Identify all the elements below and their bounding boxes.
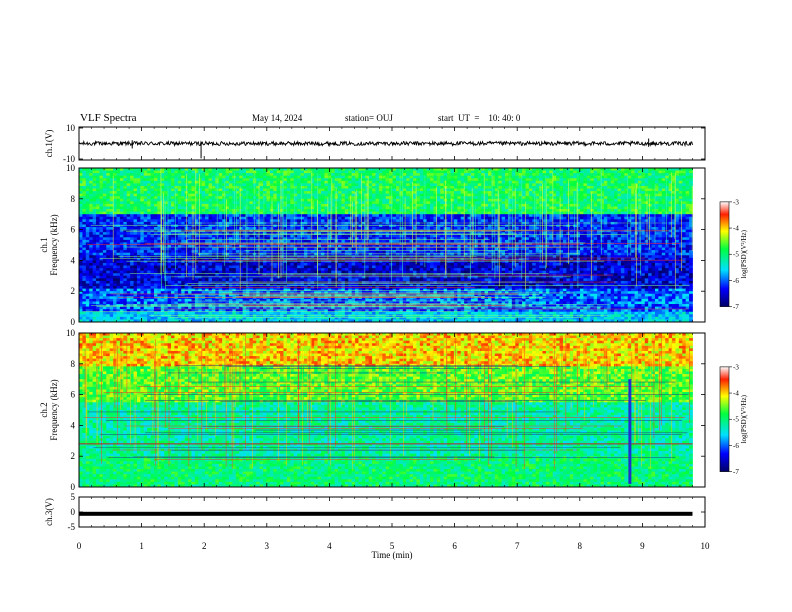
x-tick-label: 5	[390, 541, 395, 551]
ch1-colorbar-tick-label: -4	[733, 225, 739, 233]
y-tick-label: 10	[66, 328, 76, 338]
ch1-colorbar-tick-label: -5	[733, 251, 739, 259]
figure-title: VLF Spectra	[80, 112, 137, 124]
ch2-colorbar-tick-label: -6	[733, 442, 739, 450]
x-tick-label: 2	[202, 541, 207, 551]
ch1-ylabel-channel: ch.1	[39, 237, 49, 252]
ch2-ylabel-channel: ch.2	[39, 402, 49, 417]
y-tick-label: 0	[71, 317, 76, 327]
ch2-colorbar-tick-label: -3	[733, 363, 739, 371]
ch1-ylabel: ch.1(V)	[44, 130, 54, 158]
start-time-label: start UT = 10: 40: 0	[438, 113, 520, 123]
y-tick-label: 6	[71, 390, 76, 400]
station-label: station= OUJ	[345, 113, 393, 123]
x-tick-label: 7	[515, 541, 520, 551]
ch1-vertical-bursts	[112, 168, 693, 291]
y-tick-label: 2	[71, 451, 76, 461]
ch1-colorbar-label: log(PSD)(V²/Hz)	[740, 229, 748, 278]
ch1-colorbar	[719, 201, 730, 307]
date-label: May 14, 2024	[252, 113, 302, 123]
y-tick-label: 10	[66, 123, 76, 133]
y-tick-label: -5	[68, 522, 76, 532]
y-tick-label: 4	[71, 420, 76, 430]
ch1-colorbar-tick-label: -3	[733, 198, 739, 206]
ch2-ylabel-frequency: Frequency (kHz)	[49, 379, 59, 440]
y-tick-label: 10	[66, 163, 76, 173]
x-tick-label: 8	[578, 541, 583, 551]
y-tick-label: 8	[71, 359, 76, 369]
y-tick-label: 0	[71, 507, 76, 517]
y-tick-label: 2	[71, 286, 76, 296]
y-tick-label: 4	[71, 255, 76, 265]
y-tick-label: 6	[71, 225, 76, 235]
ch1-colorbar-tick-label: -7	[733, 303, 739, 311]
ch1-horizontal-lines	[82, 222, 690, 318]
y-tick-label: 8	[71, 194, 76, 204]
y-tick-label: -10	[63, 154, 75, 164]
ch2-colorbar-label: log(PSD)(V²/Hz)	[740, 394, 748, 443]
ch1-waveform-trace	[78, 139, 693, 148]
y-tick-label: 5	[71, 492, 76, 502]
ch2-colorbar-tick-label: -4	[733, 390, 739, 398]
x-tick-label: 3	[265, 541, 270, 551]
ch3-ylabel: ch.3(V)	[44, 498, 54, 526]
ch2-colorbar-tick-label: -5	[733, 416, 739, 424]
ch3-waveform-trace	[79, 511, 693, 516]
x-axis-label: Time (min)	[372, 550, 413, 560]
y-tick-label: 0	[71, 482, 76, 492]
x-tick-label: 10	[701, 541, 711, 551]
ch2-colorbar	[719, 366, 730, 472]
ch1-ylabel-frequency: Frequency (kHz)	[49, 214, 59, 275]
x-tick-label: 4	[327, 541, 332, 551]
x-tick-label: 1	[139, 541, 144, 551]
ch2-burst-8p8min	[628, 379, 632, 484]
ch2-horizontal-lines	[84, 365, 689, 460]
ch1-colorbar-tick-label: -6	[733, 277, 739, 285]
x-tick-label: 0	[77, 541, 82, 551]
ch2-spectrogram-image	[79, 333, 693, 488]
x-tick-label: 9	[640, 541, 645, 551]
ch2-colorbar-tick-label: -7	[733, 468, 739, 476]
x-tick-label: 6	[452, 541, 457, 551]
